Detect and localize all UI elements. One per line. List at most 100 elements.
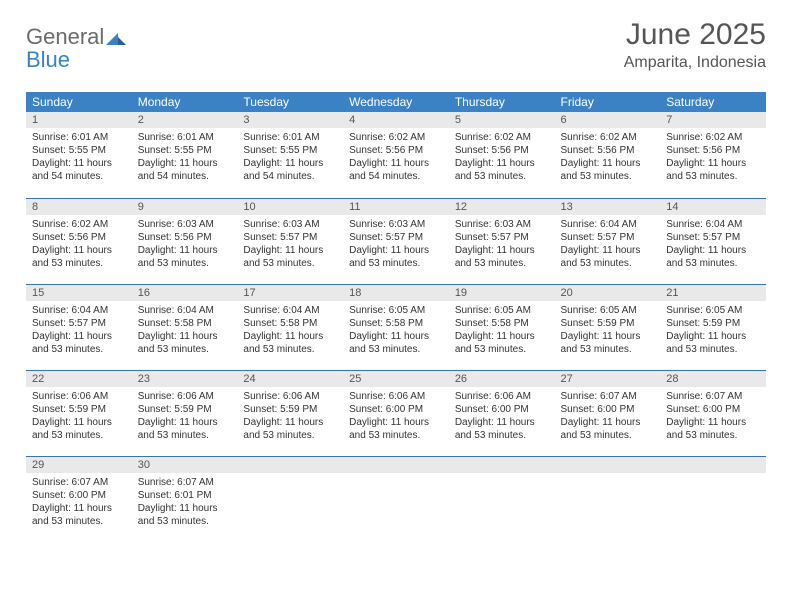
day-details: Sunrise: 6:02 AMSunset: 5:56 PMDaylight:… bbox=[555, 128, 661, 189]
day-details: Sunrise: 6:02 AMSunset: 5:56 PMDaylight:… bbox=[26, 215, 132, 276]
day-details: Sunrise: 6:05 AMSunset: 5:59 PMDaylight:… bbox=[660, 301, 766, 362]
calendar-cell: 17Sunrise: 6:04 AMSunset: 5:58 PMDayligh… bbox=[237, 284, 343, 370]
header: General Blue June 2025 Amparita, Indones… bbox=[26, 18, 766, 92]
weekday-header-row: Sunday Monday Tuesday Wednesday Thursday… bbox=[26, 92, 766, 112]
day-number: 30 bbox=[132, 456, 238, 473]
empty-day-details bbox=[237, 473, 343, 523]
day-number: 28 bbox=[660, 370, 766, 387]
calendar-cell: 25Sunrise: 6:06 AMSunset: 6:00 PMDayligh… bbox=[343, 370, 449, 456]
calendar-cell: 7Sunrise: 6:02 AMSunset: 5:56 PMDaylight… bbox=[660, 112, 766, 198]
day-details: Sunrise: 6:06 AMSunset: 5:59 PMDaylight:… bbox=[132, 387, 238, 448]
calendar-cell: 30Sunrise: 6:07 AMSunset: 6:01 PMDayligh… bbox=[132, 456, 238, 542]
weekday-header: Thursday bbox=[449, 92, 555, 112]
day-number: 19 bbox=[449, 284, 555, 301]
day-details: Sunrise: 6:05 AMSunset: 5:58 PMDaylight:… bbox=[449, 301, 555, 362]
calendar-cell: 12Sunrise: 6:03 AMSunset: 5:57 PMDayligh… bbox=[449, 198, 555, 284]
calendar-cell bbox=[660, 456, 766, 542]
day-details: Sunrise: 6:03 AMSunset: 5:56 PMDaylight:… bbox=[132, 215, 238, 276]
logo-icon bbox=[106, 27, 126, 49]
weekday-header: Saturday bbox=[660, 92, 766, 112]
calendar-row: 29Sunrise: 6:07 AMSunset: 6:00 PMDayligh… bbox=[26, 456, 766, 542]
day-number: 2 bbox=[132, 112, 238, 128]
day-details: Sunrise: 6:04 AMSunset: 5:57 PMDaylight:… bbox=[26, 301, 132, 362]
day-details: Sunrise: 6:02 AMSunset: 5:56 PMDaylight:… bbox=[660, 128, 766, 189]
calendar-cell: 8Sunrise: 6:02 AMSunset: 5:56 PMDaylight… bbox=[26, 198, 132, 284]
day-details: Sunrise: 6:04 AMSunset: 5:58 PMDaylight:… bbox=[132, 301, 238, 362]
day-number: 4 bbox=[343, 112, 449, 128]
day-number: 8 bbox=[26, 198, 132, 215]
empty-day-details bbox=[449, 473, 555, 523]
calendar-cell: 29Sunrise: 6:07 AMSunset: 6:00 PMDayligh… bbox=[26, 456, 132, 542]
calendar-cell: 4Sunrise: 6:02 AMSunset: 5:56 PMDaylight… bbox=[343, 112, 449, 198]
calendar-cell bbox=[449, 456, 555, 542]
day-details: Sunrise: 6:06 AMSunset: 6:00 PMDaylight:… bbox=[343, 387, 449, 448]
calendar-cell: 9Sunrise: 6:03 AMSunset: 5:56 PMDaylight… bbox=[132, 198, 238, 284]
page-title: June 2025 bbox=[624, 18, 766, 52]
page-subtitle: Amparita, Indonesia bbox=[624, 54, 766, 72]
calendar-cell: 11Sunrise: 6:03 AMSunset: 5:57 PMDayligh… bbox=[343, 198, 449, 284]
day-number: 9 bbox=[132, 198, 238, 215]
calendar-cell: 26Sunrise: 6:06 AMSunset: 6:00 PMDayligh… bbox=[449, 370, 555, 456]
day-number: 7 bbox=[660, 112, 766, 128]
empty-day-number bbox=[660, 456, 766, 473]
empty-day-details bbox=[555, 473, 661, 523]
calendar-cell: 28Sunrise: 6:07 AMSunset: 6:00 PMDayligh… bbox=[660, 370, 766, 456]
day-number: 20 bbox=[555, 284, 661, 301]
day-details: Sunrise: 6:05 AMSunset: 5:59 PMDaylight:… bbox=[555, 301, 661, 362]
day-number: 21 bbox=[660, 284, 766, 301]
logo-text-1: General bbox=[26, 24, 104, 49]
day-details: Sunrise: 6:05 AMSunset: 5:58 PMDaylight:… bbox=[343, 301, 449, 362]
calendar-cell: 18Sunrise: 6:05 AMSunset: 5:58 PMDayligh… bbox=[343, 284, 449, 370]
day-number: 3 bbox=[237, 112, 343, 128]
day-details: Sunrise: 6:02 AMSunset: 5:56 PMDaylight:… bbox=[449, 128, 555, 189]
weekday-header: Sunday bbox=[26, 92, 132, 112]
day-number: 14 bbox=[660, 198, 766, 215]
empty-day-number bbox=[237, 456, 343, 473]
calendar-row: 15Sunrise: 6:04 AMSunset: 5:57 PMDayligh… bbox=[26, 284, 766, 370]
day-number: 25 bbox=[343, 370, 449, 387]
calendar-cell: 22Sunrise: 6:06 AMSunset: 5:59 PMDayligh… bbox=[26, 370, 132, 456]
calendar-cell: 21Sunrise: 6:05 AMSunset: 5:59 PMDayligh… bbox=[660, 284, 766, 370]
day-details: Sunrise: 6:06 AMSunset: 5:59 PMDaylight:… bbox=[237, 387, 343, 448]
calendar-row: 22Sunrise: 6:06 AMSunset: 5:59 PMDayligh… bbox=[26, 370, 766, 456]
day-details: Sunrise: 6:01 AMSunset: 5:55 PMDaylight:… bbox=[237, 128, 343, 189]
weekday-header: Wednesday bbox=[343, 92, 449, 112]
day-number: 27 bbox=[555, 370, 661, 387]
calendar-cell: 23Sunrise: 6:06 AMSunset: 5:59 PMDayligh… bbox=[132, 370, 238, 456]
weekday-header: Tuesday bbox=[237, 92, 343, 112]
calendar-cell: 2Sunrise: 6:01 AMSunset: 5:55 PMDaylight… bbox=[132, 112, 238, 198]
day-number: 1 bbox=[26, 112, 132, 128]
day-details: Sunrise: 6:03 AMSunset: 5:57 PMDaylight:… bbox=[449, 215, 555, 276]
day-number: 29 bbox=[26, 456, 132, 473]
day-number: 15 bbox=[26, 284, 132, 301]
day-number: 17 bbox=[237, 284, 343, 301]
calendar-cell: 13Sunrise: 6:04 AMSunset: 5:57 PMDayligh… bbox=[555, 198, 661, 284]
day-number: 16 bbox=[132, 284, 238, 301]
calendar-cell: 6Sunrise: 6:02 AMSunset: 5:56 PMDaylight… bbox=[555, 112, 661, 198]
day-number: 13 bbox=[555, 198, 661, 215]
day-number: 5 bbox=[449, 112, 555, 128]
day-details: Sunrise: 6:02 AMSunset: 5:56 PMDaylight:… bbox=[343, 128, 449, 189]
day-details: Sunrise: 6:04 AMSunset: 5:58 PMDaylight:… bbox=[237, 301, 343, 362]
day-number: 23 bbox=[132, 370, 238, 387]
day-details: Sunrise: 6:06 AMSunset: 5:59 PMDaylight:… bbox=[26, 387, 132, 448]
logo: General Blue bbox=[26, 26, 126, 71]
calendar-body: 1Sunrise: 6:01 AMSunset: 5:55 PMDaylight… bbox=[26, 112, 766, 542]
day-details: Sunrise: 6:03 AMSunset: 5:57 PMDaylight:… bbox=[343, 215, 449, 276]
title-block: June 2025 Amparita, Indonesia bbox=[624, 18, 766, 72]
calendar-cell bbox=[237, 456, 343, 542]
day-number: 24 bbox=[237, 370, 343, 387]
weekday-header: Monday bbox=[132, 92, 238, 112]
day-details: Sunrise: 6:04 AMSunset: 5:57 PMDaylight:… bbox=[660, 215, 766, 276]
empty-day-number bbox=[343, 456, 449, 473]
day-details: Sunrise: 6:07 AMSunset: 6:01 PMDaylight:… bbox=[132, 473, 238, 534]
calendar-table: Sunday Monday Tuesday Wednesday Thursday… bbox=[26, 92, 766, 542]
day-details: Sunrise: 6:07 AMSunset: 6:00 PMDaylight:… bbox=[555, 387, 661, 448]
calendar-row: 8Sunrise: 6:02 AMSunset: 5:56 PMDaylight… bbox=[26, 198, 766, 284]
day-number: 12 bbox=[449, 198, 555, 215]
calendar-cell: 14Sunrise: 6:04 AMSunset: 5:57 PMDayligh… bbox=[660, 198, 766, 284]
calendar-cell: 3Sunrise: 6:01 AMSunset: 5:55 PMDaylight… bbox=[237, 112, 343, 198]
calendar-cell: 16Sunrise: 6:04 AMSunset: 5:58 PMDayligh… bbox=[132, 284, 238, 370]
day-details: Sunrise: 6:01 AMSunset: 5:55 PMDaylight:… bbox=[132, 128, 238, 189]
calendar-cell: 27Sunrise: 6:07 AMSunset: 6:00 PMDayligh… bbox=[555, 370, 661, 456]
